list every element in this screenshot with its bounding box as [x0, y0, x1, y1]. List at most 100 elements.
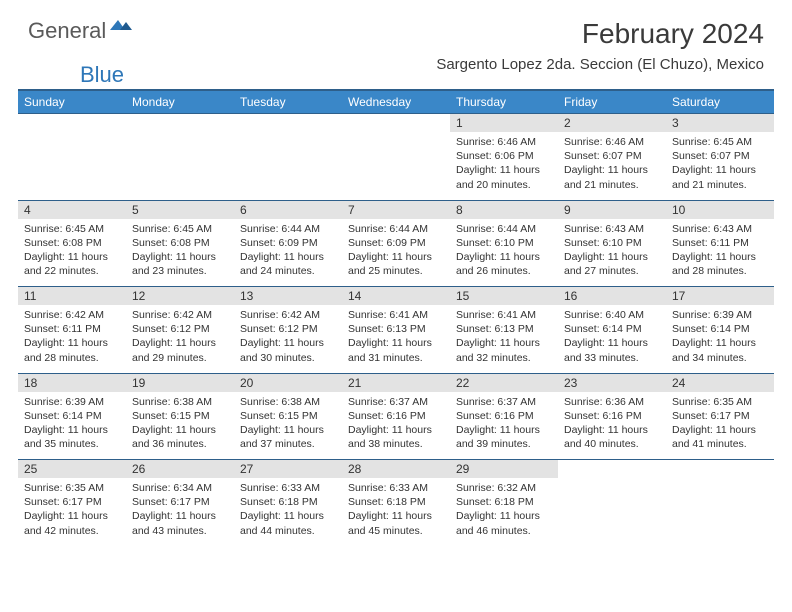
day-number-cell: 4	[18, 200, 126, 219]
sunset-line: Sunset: 6:11 PM	[672, 236, 768, 250]
sunrise-line: Sunrise: 6:36 AM	[564, 395, 660, 409]
day-content-cell: Sunrise: 6:38 AMSunset: 6:15 PMDaylight:…	[126, 392, 234, 460]
day-content-cell: Sunrise: 6:45 AMSunset: 6:08 PMDaylight:…	[126, 219, 234, 287]
day-number-row: 45678910	[18, 200, 774, 219]
sunrise-line: Sunrise: 6:34 AM	[132, 481, 228, 495]
sunrise-line: Sunrise: 6:38 AM	[132, 395, 228, 409]
day-content-cell	[342, 132, 450, 200]
day-number-cell: 17	[666, 287, 774, 306]
sunset-line: Sunset: 6:07 PM	[564, 149, 660, 163]
sunrise-line: Sunrise: 6:35 AM	[672, 395, 768, 409]
title-block: February 2024 Sargento Lopez 2da. Seccio…	[436, 18, 764, 73]
day-number-cell: 20	[234, 373, 342, 392]
sunrise-line: Sunrise: 6:45 AM	[24, 222, 120, 236]
sunset-line: Sunset: 6:08 PM	[132, 236, 228, 250]
sunrise-line: Sunrise: 6:41 AM	[456, 308, 552, 322]
day-content-cell: Sunrise: 6:42 AMSunset: 6:12 PMDaylight:…	[234, 305, 342, 373]
day-content-cell: Sunrise: 6:46 AMSunset: 6:06 PMDaylight:…	[450, 132, 558, 200]
sunrise-line: Sunrise: 6:43 AM	[672, 222, 768, 236]
day-content-cell: Sunrise: 6:37 AMSunset: 6:16 PMDaylight:…	[450, 392, 558, 460]
daylight-line: Daylight: 11 hours and 33 minutes.	[564, 336, 660, 364]
day-number-cell: 6	[234, 200, 342, 219]
daylight-line: Daylight: 11 hours and 40 minutes.	[564, 423, 660, 451]
day-content-cell: Sunrise: 6:38 AMSunset: 6:15 PMDaylight:…	[234, 392, 342, 460]
sunrise-line: Sunrise: 6:33 AM	[240, 481, 336, 495]
day-number-cell: 15	[450, 287, 558, 306]
day-content-row: Sunrise: 6:35 AM Sunset: 6:17 PM Daylight:…	[18, 478, 774, 546]
logo-text-general: General	[28, 18, 106, 44]
weekday-header: Monday	[126, 90, 234, 114]
day-number-cell: 22	[450, 373, 558, 392]
sunrise-line: Sunrise: 6:35 AM	[24, 481, 120, 495]
sunset-line: Sunset: 6:14 PM	[564, 322, 660, 336]
sunrise-line: Sunrise: 6:42 AM	[24, 308, 120, 322]
sunset-line: Sunset: 6:11 PM	[24, 322, 120, 336]
daylight-line: Daylight: 11 hours and 42 minutes.	[24, 509, 120, 537]
sunrise-line: Sunrise: 6:41 AM	[348, 308, 444, 322]
day-content-row: Sunrise: 6:46 AMSunset: 6:06 PMDaylight:…	[18, 132, 774, 200]
sunset-line: Sunset: 6:18 PM	[456, 495, 552, 509]
day-number-cell: 19	[126, 373, 234, 392]
day-content-cell: Sunrise: 6:44 AMSunset: 6:09 PMDaylight:…	[342, 219, 450, 287]
sunset-line: Sunset: 6:12 PM	[132, 322, 228, 336]
day-content-cell: Sunrise: 6:43 AMSunset: 6:11 PMDaylight:…	[666, 219, 774, 287]
day-content-cell: Sunrise: 6:39 AMSunset: 6:14 PMDaylight:…	[18, 392, 126, 460]
day-content-cell: Sunrise: 6:34 AMSunset: 6:17 PMDaylight:…	[126, 478, 234, 546]
day-content-cell: Sunrise: 6:45 AMSunset: 6:08 PMDaylight:…	[18, 219, 126, 287]
day-content-row: Sunrise: 6:39 AMSunset: 6:14 PMDaylight:…	[18, 392, 774, 460]
day-content-cell: Sunrise: 6:33 AMSunset: 6:18 PMDaylight:…	[234, 478, 342, 546]
daylight-line: Daylight: 11 hours and 25 minutes.	[348, 250, 444, 278]
daylight-line: Daylight: 11 hours and 45 minutes.	[348, 509, 444, 537]
day-content-cell: Sunrise: 6:32 AMSunset: 6:18 PMDaylight:…	[450, 478, 558, 546]
day-content-cell: Sunrise: 6:44 AMSunset: 6:10 PMDaylight:…	[450, 219, 558, 287]
weekday-header: Saturday	[666, 90, 774, 114]
daylight-line: Daylight: 11 hours and 29 minutes.	[132, 336, 228, 364]
day-number-cell: 29	[450, 460, 558, 479]
sunset-line: Sunset: 6:07 PM	[672, 149, 768, 163]
sunset-line: Sunset: 6:16 PM	[348, 409, 444, 423]
day-number-cell: 12	[126, 287, 234, 306]
day-content-cell: Sunrise: 6:44 AMSunset: 6:09 PMDaylight:…	[234, 219, 342, 287]
weekday-header: Wednesday	[342, 90, 450, 114]
sunrise-line: Sunrise: 6:44 AM	[456, 222, 552, 236]
day-number-cell: 1	[450, 114, 558, 133]
day-number-cell: 24	[666, 373, 774, 392]
day-number-cell: 5	[126, 200, 234, 219]
weekday-header: Sunday	[18, 90, 126, 114]
sunrise-line: Sunrise: 6:42 AM	[132, 308, 228, 322]
day-number-cell: 7	[342, 200, 450, 219]
sunset-line: Sunset: 6:14 PM	[24, 409, 120, 423]
day-number-cell: 26	[126, 460, 234, 479]
sunset-line: Sunset: 6:09 PM	[240, 236, 336, 250]
sunrise-line: Sunrise: 6:38 AM	[240, 395, 336, 409]
day-number-cell: 2	[558, 114, 666, 133]
day-content-cell: Sunrise: 6:35 AMSunset: 6:17 PMDaylight:…	[666, 392, 774, 460]
daylight-line: Daylight: 11 hours and 27 minutes.	[564, 250, 660, 278]
sunrise-line: Sunrise: 6:43 AM	[564, 222, 660, 236]
daylight-line: Daylight: 11 hours and 37 minutes.	[240, 423, 336, 451]
day-content-cell	[126, 132, 234, 200]
sunset-line: Sunset: 6:13 PM	[348, 322, 444, 336]
day-number-cell: 25	[18, 460, 126, 479]
sunrise-line: Sunrise: 6:37 AM	[456, 395, 552, 409]
day-number-cell	[126, 114, 234, 133]
sunset-line: Sunset: 6:10 PM	[456, 236, 552, 250]
day-number-cell: 21	[342, 373, 450, 392]
daylight-line: Daylight: 11 hours and 23 minutes.	[132, 250, 228, 278]
sunset-line: Sunset: 6:06 PM	[456, 149, 552, 163]
daylight-line: Daylight: 11 hours and 36 minutes.	[132, 423, 228, 451]
sunrise-line: Sunrise: 6:46 AM	[456, 135, 552, 149]
daylight-line: Daylight: 11 hours and 30 minutes.	[240, 336, 336, 364]
day-content-cell: Sunrise: 6:46 AMSunset: 6:07 PMDaylight:…	[558, 132, 666, 200]
day-number-cell	[558, 460, 666, 479]
day-content-cell: Sunrise: 6:39 AMSunset: 6:14 PMDaylight:…	[666, 305, 774, 373]
day-content-cell: Sunrise: 6:35 AMSunset: 6:17 PMDaylight:…	[18, 478, 126, 546]
sunset-line: Sunset: 6:09 PM	[348, 236, 444, 250]
sunrise-line: Sunrise: 6:40 AM	[564, 308, 660, 322]
daylight-line: Daylight: 11 hours and 28 minutes.	[672, 250, 768, 278]
day-number-cell: 8	[450, 200, 558, 219]
month-title: February 2024	[436, 18, 764, 50]
day-content-cell	[234, 132, 342, 200]
day-number-cell: 28	[342, 460, 450, 479]
sunset-line: Sunset: 6:17 PM	[132, 495, 228, 509]
